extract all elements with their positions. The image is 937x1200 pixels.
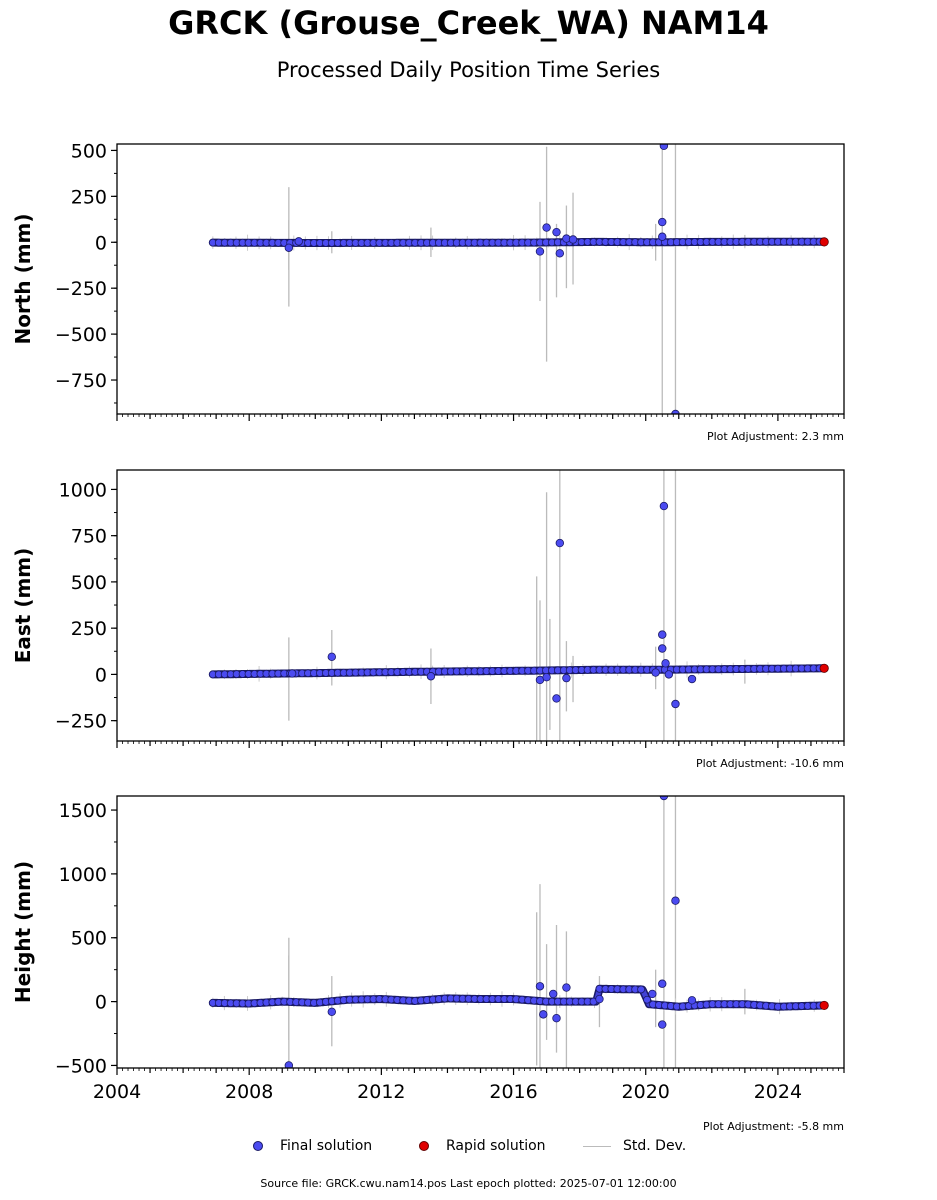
y-tick-label: 250	[71, 186, 107, 208]
legend-stddev-label: Std. Dev.	[623, 1138, 687, 1154]
final-solution-point	[552, 694, 561, 703]
legend-final-marker	[253, 1141, 263, 1151]
y-tick-label: 500	[71, 928, 107, 950]
final-solution-point	[595, 994, 604, 1004]
y-tick-label: 750	[71, 526, 107, 548]
y-axis-label: East (mm)	[11, 548, 35, 664]
final-solution-point	[284, 1061, 294, 1068]
x-tick-label: 2016	[489, 1081, 537, 1103]
final-solution-point	[568, 235, 578, 244]
y-tick-label: 0	[95, 232, 107, 254]
x-tick-label: 2024	[754, 1081, 802, 1103]
final-solution-point	[658, 1020, 667, 1029]
y-tick-label: −750	[55, 370, 107, 392]
panel-frame	[116, 469, 845, 742]
final-solution-point	[687, 996, 697, 1005]
y-tick-label: −250	[55, 711, 107, 733]
rapid-solution-point	[819, 237, 829, 247]
rapid-solution-point	[819, 663, 829, 673]
legend-rapid-marker	[419, 1141, 429, 1151]
final-solution-point	[535, 247, 545, 256]
plot-adjustment-label: Plot Adjustment: 2.3 mm	[707, 430, 844, 443]
x-tick-label: 2008	[225, 1081, 273, 1103]
final-solution-point	[562, 983, 571, 992]
final-solution-point	[637, 985, 646, 994]
source-footer: Source file: GRCK.cwu.nam14.pos Last epo…	[260, 1177, 677, 1190]
final-solution-point	[555, 249, 565, 258]
final-solution-point	[648, 989, 657, 999]
final-solution-point	[539, 1010, 548, 1019]
final-solution-point	[658, 630, 667, 639]
x-tick-label: 2012	[357, 1081, 405, 1103]
rapid-solution-point	[819, 1000, 829, 1011]
final-solution-point	[658, 979, 667, 988]
y-tick-label: −500	[55, 324, 107, 346]
panel-frame	[116, 795, 845, 1069]
plot-adjustment-label: Plot Adjustment: -10.6 mm	[696, 757, 844, 770]
final-solution-point	[659, 501, 669, 511]
final-solution-point	[549, 989, 558, 999]
legend-stddev-line	[583, 1145, 611, 1147]
final-solution-point	[671, 896, 680, 905]
final-solution-point	[562, 673, 571, 683]
final-solution-point	[542, 223, 551, 232]
y-tick-label: 1000	[59, 479, 107, 501]
final-solution-point	[284, 243, 294, 252]
plot-area-2	[208, 796, 829, 1068]
final-solution-point	[294, 237, 303, 246]
legend-final-label: Final solution	[280, 1138, 373, 1154]
y-tick-label: 0	[95, 664, 107, 686]
final-solution-point	[658, 232, 667, 241]
final-solution-point	[535, 982, 545, 991]
panel-1: 1000 750 500 250 0 −250 East (mm) Plot Adjustme…	[11, 469, 845, 770]
final-solution-point	[327, 652, 336, 662]
final-solution-point	[426, 672, 436, 681]
x-tick-label: 2020	[622, 1081, 670, 1103]
final-solution-point	[552, 1013, 561, 1023]
final-solution-point	[643, 995, 651, 1004]
legend-final: Final solution	[253, 1138, 372, 1154]
final-solution-point	[287, 669, 297, 678]
final-solution-point	[664, 670, 674, 679]
final-solution-point	[651, 668, 660, 677]
panel-frame	[116, 143, 845, 415]
legend-rapid: Rapid solution	[419, 1138, 546, 1154]
x-tick-label: 2004	[93, 1081, 141, 1103]
panel-0: 500 250 0 −250 −500 −750 North (mm) Plot Adjust…	[11, 140, 845, 443]
final-solution-point	[659, 144, 669, 151]
final-solution-point	[671, 409, 680, 414]
legend-stddev: Std. Dev.	[583, 1138, 686, 1154]
final-solution-point	[658, 644, 667, 653]
y-tick-label: 1500	[59, 800, 107, 822]
y-axis-label: Height (mm)	[11, 861, 35, 1003]
final-solution-point	[542, 672, 551, 682]
plot-adjustment-label: Plot Adjustment: -5.8 mm	[703, 1120, 844, 1133]
final-solution-point	[552, 227, 561, 237]
final-solution-point	[555, 538, 565, 548]
legend-rapid-label: Rapid solution	[446, 1138, 546, 1154]
y-tick-label: 0	[95, 992, 107, 1014]
y-tick-label: −500	[55, 1055, 107, 1077]
plot-area-0	[208, 144, 829, 414]
final-solution-point	[671, 699, 680, 709]
y-tick-label: 1000	[59, 864, 107, 886]
y-tick-label: 500	[71, 572, 107, 594]
y-axis-label: North (mm)	[11, 213, 35, 344]
panel-2: 1500 1000 500 0 −500 2004 2008 2012 2016 2020 2024…	[11, 795, 845, 1133]
y-tick-label: −250	[55, 278, 107, 300]
plot-area-1	[208, 470, 829, 741]
chart-title: GRCK (Grouse_Creek_WA) NAM14	[168, 4, 769, 42]
final-solution-point	[687, 674, 697, 684]
y-tick-label: 500	[71, 140, 107, 162]
final-solution-point	[327, 1007, 336, 1017]
final-solution-point	[661, 659, 670, 668]
chart-subtitle: Processed Daily Position Time Series	[276, 58, 661, 82]
y-tick-label: 250	[71, 618, 107, 640]
final-solution-point	[658, 217, 667, 227]
